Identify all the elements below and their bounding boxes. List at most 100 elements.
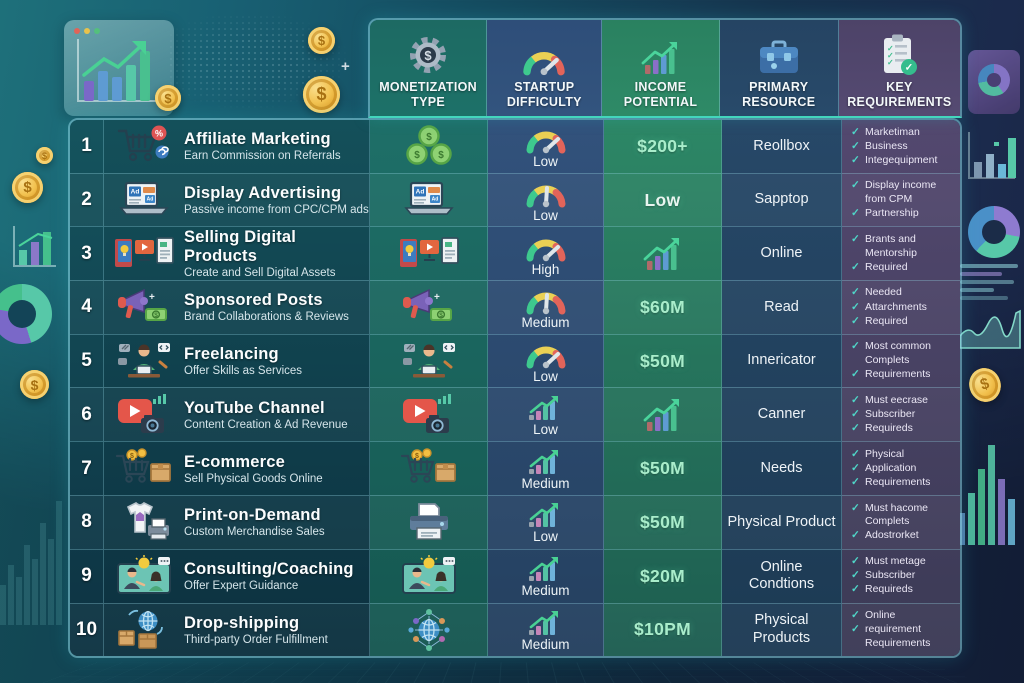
requirement-item: ✓ Subscriber bbox=[851, 569, 926, 583]
svg-text:✓: ✓ bbox=[887, 51, 894, 60]
requirement-item: ✓ Requireds bbox=[851, 422, 928, 436]
check-icon: ✓ bbox=[851, 179, 860, 192]
donut-chart-icon bbox=[968, 206, 1020, 258]
table-header: $ MONETIZATION TYPE STARTUP DIFFICULTY I… bbox=[368, 18, 962, 118]
requirement-text: Marketiman bbox=[865, 125, 920, 138]
difficulty-cell: Low bbox=[488, 173, 604, 227]
requirement-text: Must eecrase bbox=[865, 393, 929, 406]
requirement-text: Requirements bbox=[865, 476, 931, 488]
resource-cell: Online bbox=[722, 227, 842, 280]
ecommerce-icon: $ bbox=[112, 447, 176, 490]
requirement-text: Requireds bbox=[865, 422, 913, 435]
income-cell: $10PM bbox=[604, 603, 722, 656]
header-key-requirements: ✓ ✓ ✓ ✓ KEY REQUIREMENTS bbox=[838, 20, 960, 116]
requirement-text: Business bbox=[865, 139, 908, 152]
check-icon: ✓ bbox=[851, 286, 860, 299]
check-icon: ✓ bbox=[851, 623, 860, 636]
coin-icon bbox=[155, 85, 181, 111]
requirements-cell: ✓ Online ✓ requirement Requirements bbox=[842, 604, 960, 656]
svg-text:%: % bbox=[155, 129, 163, 139]
resource-value: Read bbox=[764, 298, 799, 315]
resource-cell: Online Condtions bbox=[722, 549, 842, 603]
svg-text:$: $ bbox=[426, 132, 432, 143]
income-cell: $200+ bbox=[604, 120, 722, 173]
row-number: 4 bbox=[81, 296, 92, 318]
check-icon: ✓ bbox=[851, 422, 860, 435]
requirements-cell: ✓ Must eecrase ✓ Subscriber ✓ Requireds bbox=[842, 388, 960, 441]
laptop-ad-icon: Ad Ad bbox=[112, 180, 176, 220]
requirements-list: ✓ Needed ✓ Attarchments ✓ Required bbox=[851, 286, 927, 329]
svg-text:$: $ bbox=[130, 453, 134, 460]
gauge-high-icon bbox=[523, 338, 569, 370]
resource-value: Sapptop bbox=[754, 191, 809, 208]
income-cell: $60M bbox=[604, 280, 722, 334]
check-icon: ✓ bbox=[851, 461, 860, 474]
table-body: 1% Affiliate Marketing Earn Commission on … bbox=[68, 118, 962, 658]
resource-value: Canner bbox=[757, 406, 806, 423]
requirements-cell: ✓ Physical ✓ Application ✓ Requirements bbox=[842, 442, 960, 495]
laptop-ad-icon: Ad Ad bbox=[401, 180, 457, 220]
window-dots-icon bbox=[74, 28, 166, 34]
decor-chart-card bbox=[64, 20, 174, 116]
requirements-cell: ✓ Must metage ✓ Subscriber ✓ Requireds bbox=[842, 550, 960, 603]
check-icon: ✓ bbox=[851, 125, 860, 138]
requirement-item: ✓ Physical bbox=[851, 448, 930, 462]
monetization-type-cell: YouTube Channel Content Creation & Ad Rev… bbox=[104, 388, 370, 442]
row-title: Consulting/Coaching bbox=[184, 560, 354, 579]
check-icon: ✓ bbox=[851, 153, 860, 166]
difficulty-label: Medium bbox=[521, 475, 570, 491]
purple-widget bbox=[968, 50, 1020, 114]
megaphone-icon: + $ bbox=[112, 286, 176, 328]
svg-text:Ad: Ad bbox=[431, 197, 438, 203]
requirement-text: Adostrorket bbox=[865, 529, 919, 542]
row-number-cell: 3 bbox=[70, 227, 104, 280]
income-value: $200+ bbox=[637, 135, 688, 156]
difficulty-cell: Low bbox=[488, 120, 604, 173]
freelancer-icon bbox=[401, 340, 457, 382]
resource-cell: Innericator bbox=[722, 334, 842, 388]
type-text: Display Advertising Passive income from C… bbox=[184, 184, 369, 216]
growth-chart-icon bbox=[640, 396, 686, 434]
row-subtitle: Create and Sell Digital Assets bbox=[184, 267, 336, 280]
row-number-cell: 6 bbox=[70, 388, 104, 442]
gauge-icon bbox=[519, 31, 569, 77]
type-icon-cell: + $ bbox=[370, 280, 488, 334]
difficulty-cell: Low bbox=[488, 388, 604, 442]
requirement-item: ✓ Needed bbox=[851, 286, 927, 300]
table-row: 9 Consulting/Coaching Offer Expert Guidanc… bbox=[70, 548, 960, 603]
header-startup-difficulty: STARTUP DIFFICULTY bbox=[487, 20, 603, 116]
svg-text:Ad: Ad bbox=[147, 197, 154, 203]
requirement-text: requirement Requirements bbox=[865, 623, 931, 649]
requirement-text: Partnership bbox=[865, 207, 919, 220]
difficulty-label: Medium bbox=[521, 636, 570, 652]
difficulty-cell: Medium bbox=[488, 549, 604, 603]
resource-cell: Needs bbox=[722, 442, 842, 496]
grid-floor bbox=[0, 662, 1024, 683]
svg-text:$: $ bbox=[439, 312, 443, 319]
income-cell: $50M bbox=[604, 334, 722, 388]
difficulty-label: Medium bbox=[521, 315, 570, 331]
row-number-cell: 1 bbox=[70, 120, 104, 173]
resource-value: Physical Products bbox=[752, 612, 811, 646]
difficulty-label: Low bbox=[533, 208, 558, 224]
difficulty-cell: Medium bbox=[488, 603, 604, 656]
requirement-item: ✓ Partnership bbox=[851, 207, 957, 221]
difficulty-cell: Medium bbox=[488, 280, 604, 334]
requirement-item: ✓ Application bbox=[851, 462, 930, 476]
requirements-list: ✓ Display income from CPM ✓ Partnership bbox=[851, 179, 957, 221]
row-number-cell: 7 bbox=[70, 442, 104, 496]
row-title: Print-on-Demand bbox=[184, 506, 321, 525]
table-row: 7 $ E-commerce Sell Physical Goods Online $ M… bbox=[70, 441, 960, 496]
check-icon: ✓ bbox=[851, 139, 860, 152]
header-label: KEY REQUIREMENTS bbox=[847, 80, 952, 109]
check-icon: ✓ bbox=[851, 569, 860, 582]
requirement-item: ✓ Online bbox=[851, 609, 957, 623]
check-icon: ✓ bbox=[851, 501, 860, 514]
gauge-mid-icon bbox=[523, 177, 569, 209]
type-icon-cell: $ $ $ bbox=[370, 120, 488, 173]
type-icon-cell bbox=[370, 496, 488, 549]
check-icon: ✓ bbox=[851, 609, 860, 622]
monetization-type-cell: $ E-commerce Sell Physical Goods Online bbox=[104, 442, 370, 496]
requirements-list: ✓ Online ✓ requirement Requirements bbox=[851, 609, 957, 651]
income-value: $20M bbox=[640, 565, 685, 586]
